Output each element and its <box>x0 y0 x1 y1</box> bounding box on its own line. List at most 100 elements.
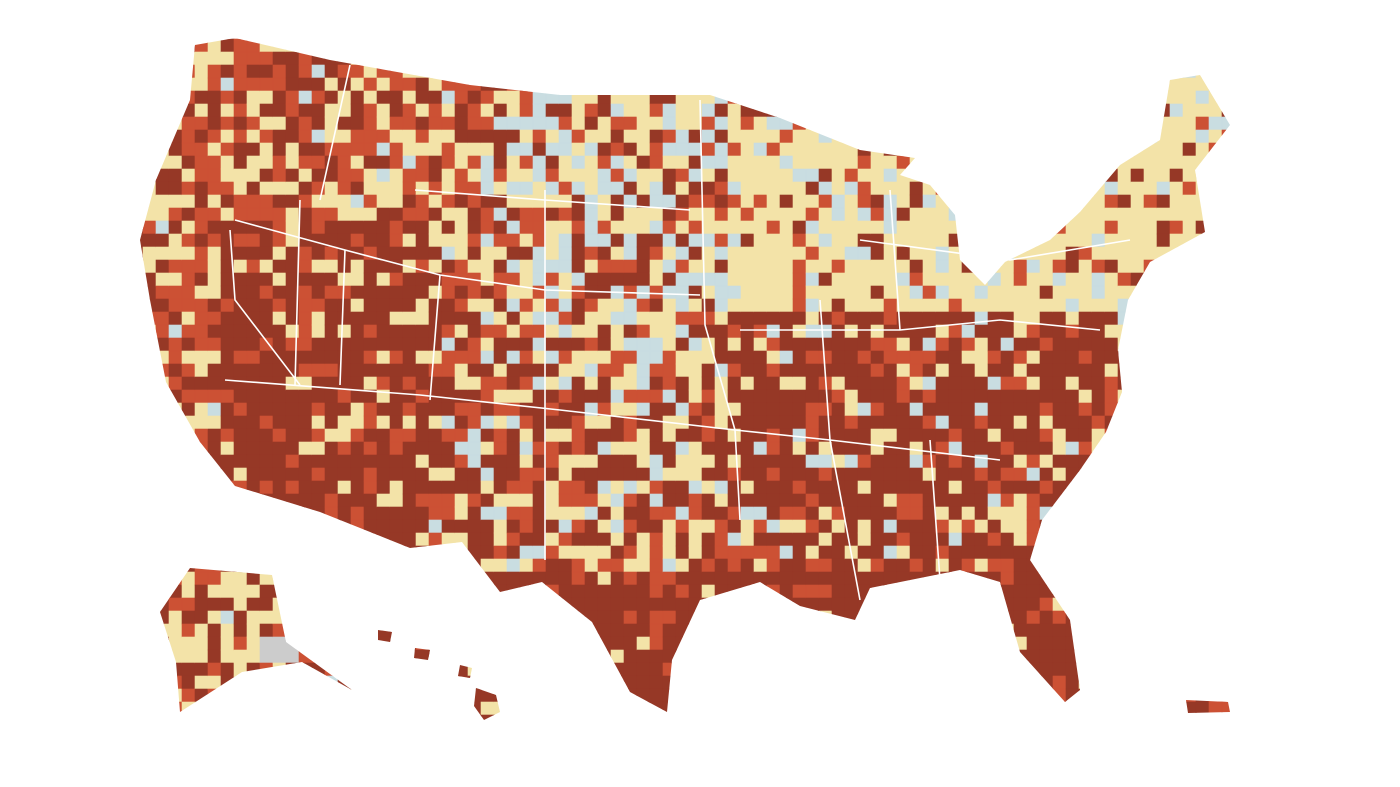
county <box>246 571 261 586</box>
county <box>597 480 612 495</box>
county <box>350 363 365 378</box>
county <box>143 754 156 767</box>
county <box>714 623 729 638</box>
county <box>623 480 638 495</box>
county <box>506 428 521 443</box>
county <box>441 38 456 53</box>
county <box>805 714 820 720</box>
county <box>585 767 598 780</box>
county <box>701 207 716 222</box>
county <box>181 129 196 144</box>
county <box>558 636 573 651</box>
county <box>142 636 157 651</box>
county <box>389 90 404 105</box>
county <box>1235 455 1248 468</box>
county <box>1104 38 1119 53</box>
county <box>1104 415 1119 430</box>
county <box>663 728 676 741</box>
county <box>1143 220 1158 235</box>
county <box>298 363 313 378</box>
county <box>649 38 664 53</box>
county <box>1156 506 1171 521</box>
county <box>636 688 651 703</box>
county <box>584 142 599 157</box>
county <box>610 480 625 495</box>
county <box>376 519 391 534</box>
county <box>870 545 885 560</box>
county <box>506 311 521 326</box>
county <box>140 103 144 118</box>
county <box>831 64 846 79</box>
county <box>337 675 352 690</box>
county <box>532 129 547 144</box>
county <box>870 415 885 430</box>
county <box>636 701 651 716</box>
county <box>792 77 807 92</box>
county <box>727 597 742 612</box>
county <box>1130 220 1145 235</box>
county <box>181 389 196 404</box>
county <box>454 480 469 495</box>
county <box>961 337 976 352</box>
county <box>896 285 911 300</box>
county <box>207 272 222 287</box>
county <box>493 38 508 53</box>
county <box>493 415 508 430</box>
county <box>259 662 274 677</box>
county <box>1221 389 1230 404</box>
county <box>688 545 703 560</box>
county <box>1208 402 1223 417</box>
county <box>571 389 586 404</box>
county <box>428 194 443 209</box>
county <box>246 701 261 716</box>
county <box>311 285 326 300</box>
county <box>636 103 651 118</box>
county <box>246 545 261 560</box>
county <box>844 415 859 430</box>
county <box>454 259 469 274</box>
county <box>389 116 404 131</box>
county <box>584 701 599 716</box>
county <box>623 220 638 235</box>
county <box>896 337 911 352</box>
county <box>272 324 287 339</box>
county <box>766 636 781 651</box>
county <box>1195 181 1210 196</box>
county <box>324 662 339 677</box>
county <box>428 571 443 586</box>
county <box>467 116 482 131</box>
county <box>857 519 872 534</box>
county <box>532 168 547 183</box>
county <box>1221 246 1230 261</box>
county <box>753 324 768 339</box>
county <box>1235 780 1248 787</box>
county <box>220 51 235 66</box>
county <box>675 194 690 209</box>
county <box>831 649 846 664</box>
county <box>142 701 157 716</box>
county <box>883 220 898 235</box>
county <box>1065 233 1080 248</box>
county <box>792 90 807 105</box>
county <box>688 298 703 313</box>
county <box>1131 728 1144 741</box>
county <box>1208 662 1223 677</box>
county <box>519 441 534 456</box>
county <box>181 259 196 274</box>
county <box>1208 597 1223 612</box>
county <box>701 493 716 508</box>
county <box>376 662 391 677</box>
county <box>338 754 351 767</box>
county <box>559 780 572 787</box>
county <box>715 780 728 787</box>
county <box>1182 324 1197 339</box>
county <box>753 662 768 677</box>
county <box>1117 675 1132 690</box>
county <box>974 376 989 391</box>
county <box>272 90 287 105</box>
county <box>428 480 443 495</box>
county <box>168 428 183 443</box>
county <box>793 741 806 754</box>
county <box>324 428 339 443</box>
